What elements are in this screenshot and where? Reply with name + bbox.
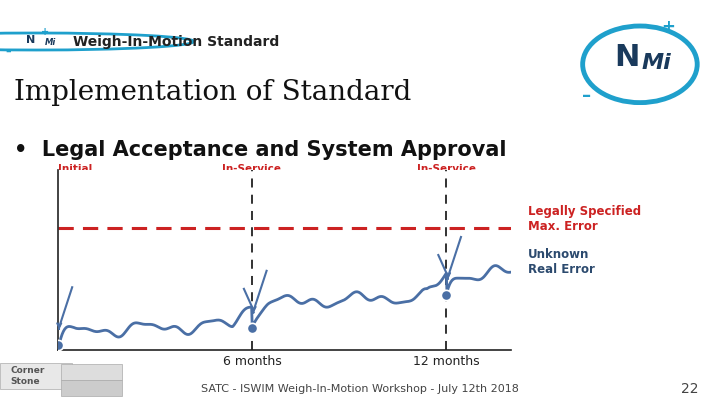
Text: •  Legal Acceptance and System Approval: • Legal Acceptance and System Approval <box>14 140 507 160</box>
Text: Stone: Stone <box>11 377 40 386</box>
Text: Weigh-In-Motion Standard: Weigh-In-Motion Standard <box>73 34 279 49</box>
Text: Legally Specified
Max. Error: Legally Specified Max. Error <box>528 205 642 233</box>
FancyBboxPatch shape <box>0 362 72 389</box>
Text: SATC - ISWIM Weigh-In-Motion Workshop - July 12th 2018: SATC - ISWIM Weigh-In-Motion Workshop - … <box>201 384 519 394</box>
Text: N: N <box>614 43 639 72</box>
Text: In-Service
Verification: In-Service Verification <box>413 164 480 185</box>
Point <box>246 325 258 332</box>
Text: Initial
Verification: Initial Verification <box>58 164 126 185</box>
Text: Mi: Mi <box>641 53 671 72</box>
Text: –: – <box>6 47 12 57</box>
Point <box>441 292 452 298</box>
Text: +: + <box>41 28 49 37</box>
Text: Unknown
Real Error: Unknown Real Error <box>528 248 595 276</box>
Text: 22: 22 <box>681 382 698 396</box>
FancyBboxPatch shape <box>61 380 122 396</box>
Text: N: N <box>26 35 35 45</box>
FancyBboxPatch shape <box>61 364 122 380</box>
Text: +: + <box>661 18 675 36</box>
Text: Mi: Mi <box>45 38 56 47</box>
Text: Corner: Corner <box>11 366 45 375</box>
Point <box>52 342 63 348</box>
Text: –: – <box>582 87 591 105</box>
Text: In-Service
Verification: In-Service Verification <box>218 164 286 185</box>
Text: Implementation of Standard: Implementation of Standard <box>14 79 412 106</box>
